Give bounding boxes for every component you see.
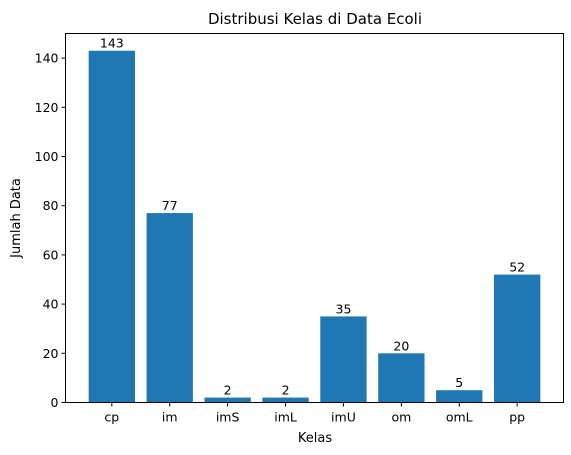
x-tick-label-im: im — [162, 410, 178, 425]
y-tick-label: 140 — [35, 51, 59, 66]
plot-frame — [65, 33, 564, 403]
data-label-cp: 143 — [100, 36, 124, 51]
y-tick-label: 80 — [43, 198, 59, 213]
x-axis-ticks: cp im imS imL imU om omL pp — [104, 402, 525, 425]
y-axis-label: Jumlah Data — [9, 178, 24, 259]
data-label-im: 77 — [162, 198, 178, 213]
x-tick-label-cp: cp — [104, 410, 119, 425]
y-tick-label: 0 — [51, 395, 59, 410]
y-tick-label: 60 — [43, 247, 59, 262]
data-label-omL: 5 — [455, 375, 463, 390]
data-label-pp: 52 — [509, 260, 525, 275]
bar-imL — [262, 397, 309, 403]
x-tick-label-imU: imU — [331, 410, 356, 425]
x-tick-label-omL: omL — [446, 410, 473, 425]
bar-im — [146, 213, 193, 403]
x-tick-label-om: om — [391, 410, 411, 425]
bar-imU — [320, 316, 367, 403]
data-label-imL: 2 — [282, 383, 290, 398]
y-tick-label: 40 — [43, 297, 59, 312]
bar-imS — [204, 397, 251, 403]
y-tick-label: 120 — [35, 100, 59, 115]
x-axis-label: Kelas — [298, 431, 332, 446]
x-tick-label-imL: imL — [274, 410, 297, 425]
data-label-om: 20 — [393, 338, 409, 353]
y-axis-ticks: 0 20 40 60 80 100 120 140 — [35, 51, 66, 410]
bar-om — [378, 353, 425, 403]
data-label-imU: 35 — [336, 301, 352, 316]
data-label-imS: 2 — [224, 383, 232, 398]
bar-omL — [436, 390, 483, 403]
y-tick-label: 100 — [35, 149, 59, 164]
bar-pp — [494, 274, 541, 403]
y-tick-label: 20 — [43, 346, 59, 361]
x-tick-label-pp: pp — [509, 410, 525, 425]
x-tick-label-imS: imS — [216, 410, 240, 425]
bar-cp — [88, 50, 135, 403]
bars-group — [88, 50, 541, 403]
chart-title: Distribusi Kelas di Data Ecoli — [208, 10, 422, 28]
data-labels-group: 143 77 2 2 35 20 5 52 — [100, 36, 525, 398]
